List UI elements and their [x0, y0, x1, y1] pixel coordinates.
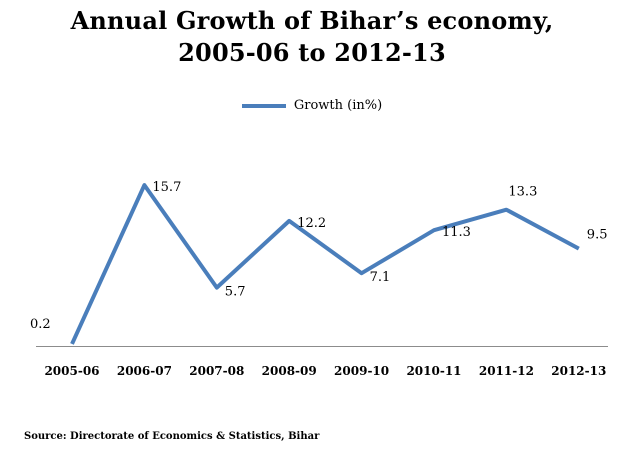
chart-subtitle: 2005-06 to 2012-13 [178, 38, 446, 67]
data-label: 11.3 [442, 225, 471, 240]
data-label: 13.3 [508, 185, 537, 200]
x-tick-label: 2007-08 [189, 364, 244, 378]
source-note: Source: Directorate of Economics & Stati… [24, 431, 320, 442]
data-label: 15.7 [152, 180, 181, 195]
series-line-growth [70, 183, 580, 345]
x-tick-label: 2011-12 [479, 364, 534, 378]
data-label: 7.1 [370, 270, 391, 285]
x-tick-label: 2009-10 [334, 364, 389, 378]
data-label: 12.2 [297, 216, 326, 231]
chart-title: Annual Growth of Bihar’s economy, [70, 6, 554, 35]
x-tick-label: 2010-11 [406, 364, 461, 378]
legend-label: Growth (in%) [293, 98, 383, 113]
x-tick-label: 2005-06 [44, 364, 99, 378]
x-tick-label: 2012-13 [551, 364, 606, 378]
x-tick-label: 2006-07 [117, 364, 172, 378]
data-label: 9.5 [587, 228, 608, 243]
data-label: 5.7 [225, 285, 246, 300]
x-tick-label: 2008-09 [262, 364, 317, 378]
legend-line-swatch [241, 103, 286, 108]
data-label: 0.2 [30, 317, 51, 332]
legend: Growth (in%) [0, 98, 624, 113]
